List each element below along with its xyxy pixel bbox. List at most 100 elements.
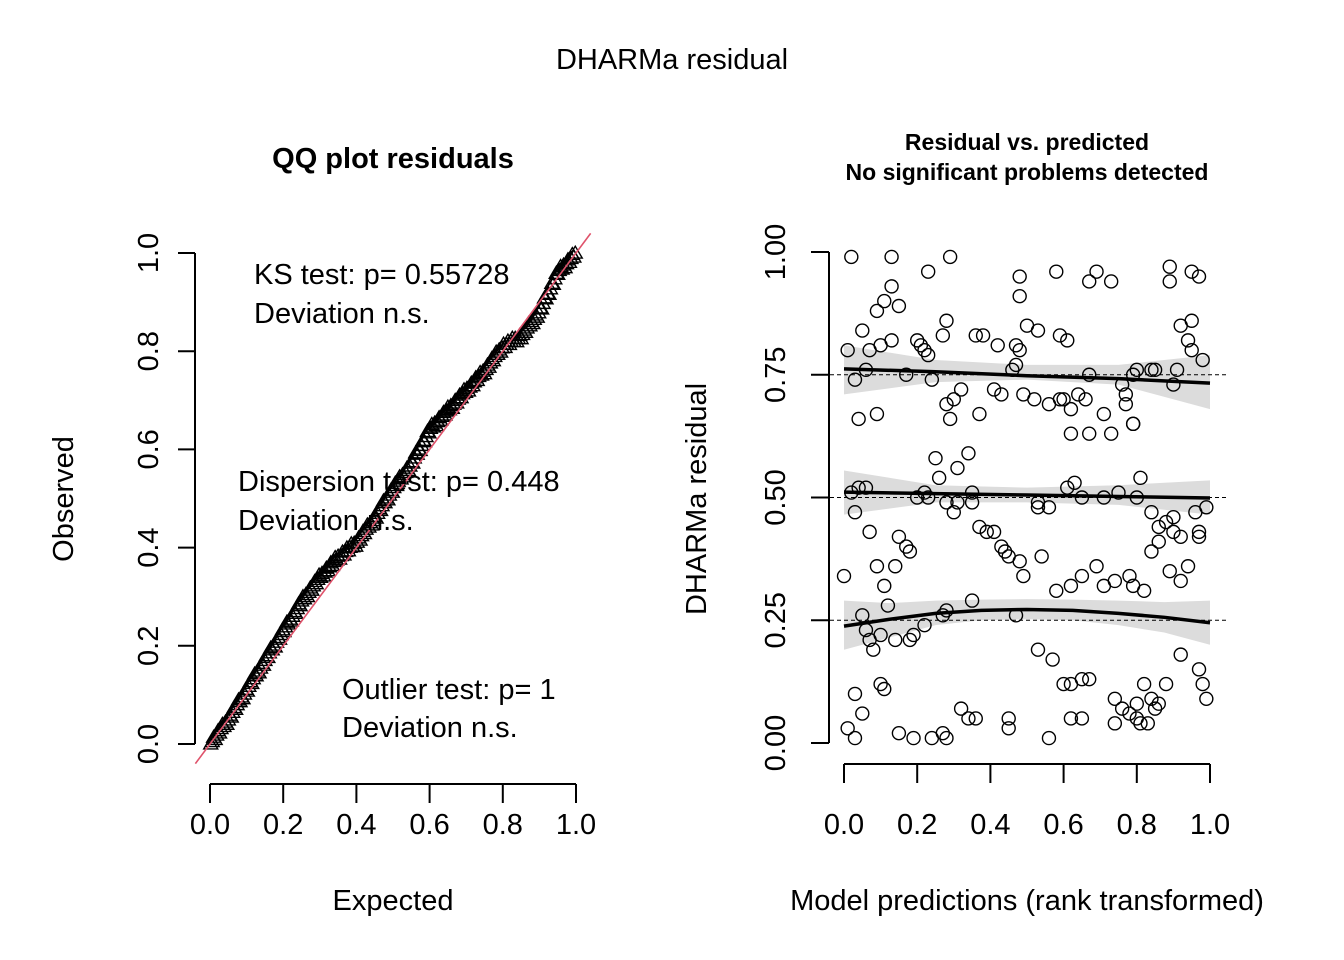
residual-point bbox=[1107, 573, 1123, 589]
qq-point bbox=[328, 551, 345, 566]
residual-point bbox=[1008, 357, 1024, 373]
residual-point bbox=[1125, 416, 1141, 432]
residual-point bbox=[939, 495, 954, 510]
residual-point bbox=[877, 681, 892, 697]
residual-point bbox=[1074, 568, 1090, 584]
residual-point bbox=[997, 544, 1013, 559]
residual-point bbox=[964, 593, 980, 608]
residual-point bbox=[836, 568, 852, 584]
residual-plot-title-line2: No significant problems detected bbox=[846, 159, 1209, 185]
residual-point bbox=[939, 313, 954, 328]
residual-point bbox=[972, 519, 987, 535]
residual-y-axis-label: DHARMa residual bbox=[681, 383, 713, 615]
residual-point bbox=[899, 539, 914, 554]
residual-point bbox=[1089, 559, 1104, 574]
residual-point bbox=[1074, 490, 1090, 505]
residual-point bbox=[1166, 509, 1181, 525]
residual-point bbox=[1060, 333, 1075, 348]
quantile-fit-lines bbox=[843, 367, 1211, 628]
residual-point bbox=[902, 544, 918, 559]
qq-x-tick-label: 0.2 bbox=[263, 809, 303, 841]
qq-point bbox=[231, 693, 249, 708]
residual-point bbox=[1199, 500, 1214, 515]
residual-y-tick-label: 0.50 bbox=[760, 469, 792, 525]
residual-point bbox=[1118, 397, 1134, 412]
residual-point bbox=[1122, 568, 1137, 584]
qq-point bbox=[247, 667, 265, 682]
residual-point bbox=[1114, 377, 1130, 392]
residual-point bbox=[1030, 500, 1046, 515]
qq-x-tick-label: 1.0 bbox=[556, 809, 596, 841]
qq-x-tick-label: 0.4 bbox=[336, 809, 376, 841]
residual-point bbox=[851, 411, 866, 427]
qq-point bbox=[220, 711, 237, 726]
qq-point bbox=[401, 457, 419, 472]
residual-point bbox=[1151, 696, 1166, 711]
residual-point bbox=[994, 539, 1009, 554]
residual-point bbox=[1030, 323, 1046, 338]
residual-point bbox=[953, 701, 969, 716]
residual-point bbox=[1060, 480, 1075, 495]
residual-point bbox=[844, 249, 859, 265]
residual-point bbox=[931, 470, 947, 486]
residual-x-axis-label: Model predictions (rank transformed) bbox=[790, 885, 1264, 917]
residual-x-tick-label: 0.6 bbox=[1043, 809, 1083, 841]
residual-point bbox=[1144, 505, 1159, 520]
residual-point bbox=[899, 367, 914, 382]
residual-point bbox=[1129, 490, 1145, 505]
residual-points-group bbox=[836, 249, 1214, 746]
residual-point bbox=[1082, 426, 1097, 441]
residual-point bbox=[1012, 288, 1027, 304]
qq-x-axis-label: Expected bbox=[333, 885, 454, 917]
residual-x-tick-label: 0.2 bbox=[897, 809, 937, 841]
residual-point bbox=[877, 293, 892, 309]
residual-point bbox=[990, 338, 1005, 353]
residual-point bbox=[964, 485, 980, 500]
residual-point bbox=[935, 608, 951, 623]
residual-point bbox=[1195, 676, 1210, 692]
residual-point bbox=[888, 559, 903, 574]
residual-point bbox=[1045, 652, 1060, 667]
qq-point bbox=[223, 708, 240, 723]
residual-point bbox=[1147, 362, 1163, 378]
qq-point bbox=[384, 483, 401, 498]
qq-y-tick-label: 0.2 bbox=[133, 626, 165, 666]
ks-test-annotation: KS test: p= 0.55728 bbox=[254, 259, 510, 291]
residual-plot-title-line1: Residual vs. predicted bbox=[905, 129, 1149, 155]
residual-point bbox=[1133, 716, 1148, 731]
qq-point bbox=[224, 703, 241, 718]
residual-point bbox=[1151, 519, 1166, 535]
residual-point bbox=[1191, 529, 1207, 544]
residual-y-tick-label: 0.75 bbox=[760, 347, 792, 403]
residual-point bbox=[1049, 264, 1064, 279]
residual-point bbox=[1067, 475, 1082, 490]
residual-point bbox=[961, 711, 976, 726]
residual-point bbox=[1071, 387, 1086, 402]
qq-point bbox=[252, 659, 269, 674]
qq-point bbox=[256, 652, 274, 667]
residual-point bbox=[920, 347, 936, 363]
residual-point bbox=[1052, 328, 1068, 343]
residual-vs-predicted-panel: Residual vs. predicted No significant pr… bbox=[681, 129, 1264, 917]
qq-y-tick-label: 0.6 bbox=[133, 429, 165, 469]
residual-point bbox=[847, 505, 863, 520]
qq-point bbox=[411, 442, 429, 457]
residual-point bbox=[1056, 676, 1071, 692]
residual-point bbox=[1125, 367, 1141, 382]
residual-point bbox=[994, 387, 1009, 402]
residual-point bbox=[884, 279, 899, 294]
qq-point bbox=[271, 630, 288, 645]
residual-point bbox=[847, 730, 863, 746]
residual-point bbox=[1180, 333, 1196, 348]
residual-point bbox=[1140, 716, 1155, 731]
residual-point bbox=[855, 706, 870, 721]
residual-point bbox=[1027, 392, 1042, 407]
residual-point bbox=[1001, 711, 1016, 726]
residual-point bbox=[855, 323, 870, 338]
residual-point bbox=[964, 495, 980, 510]
residual-point bbox=[1180, 559, 1196, 574]
residual-point bbox=[1103, 274, 1119, 289]
residual-point bbox=[946, 392, 961, 407]
qq-plot-title: QQ plot residuals bbox=[272, 143, 514, 175]
